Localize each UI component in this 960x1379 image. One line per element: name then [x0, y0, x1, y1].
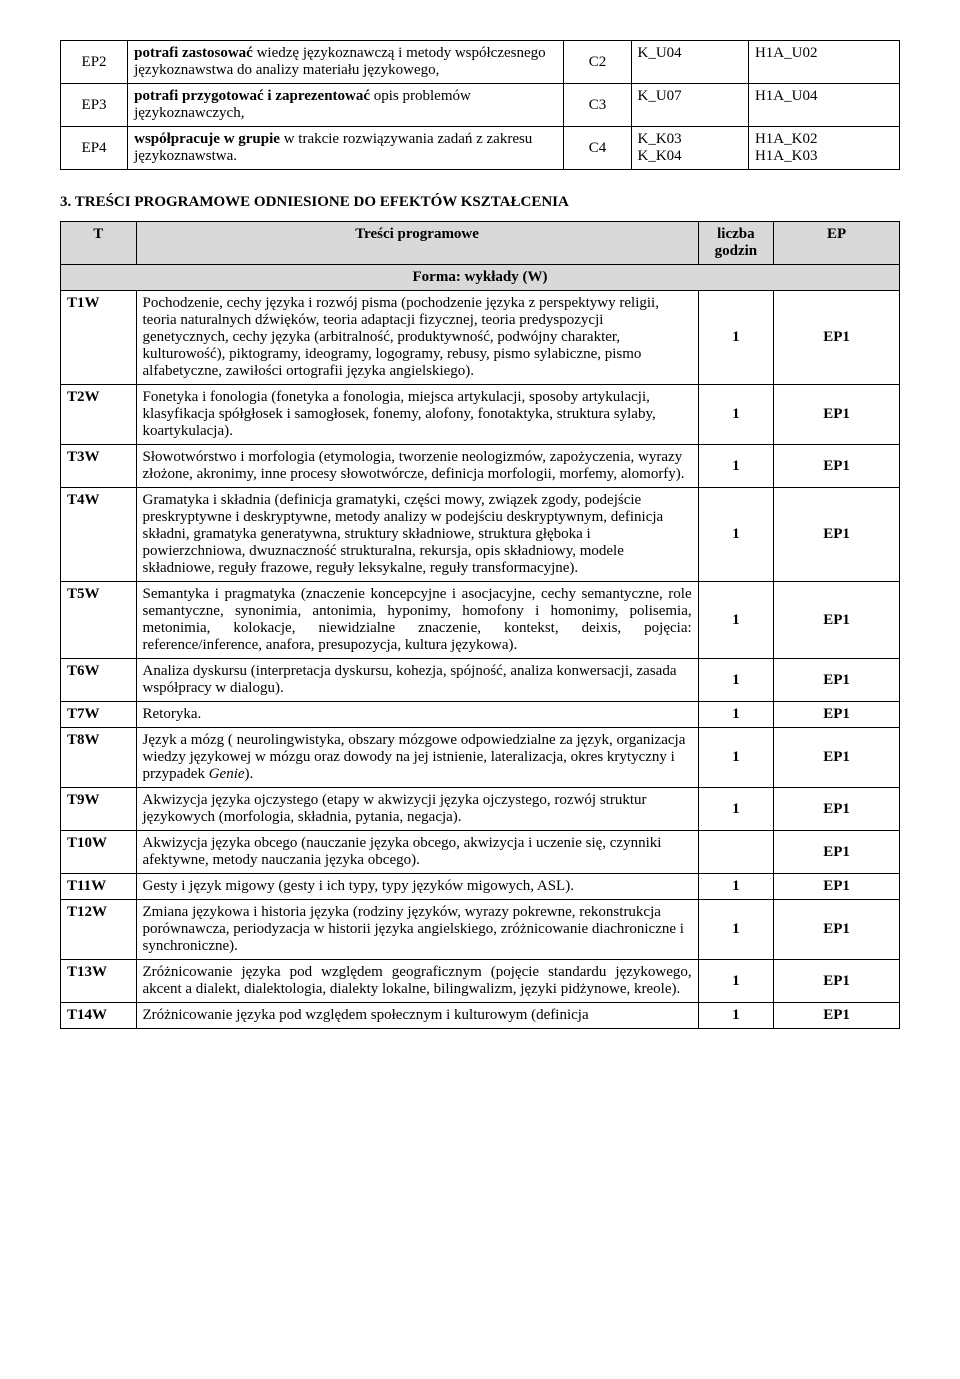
content-row-desc: Język a mózg ( neurolingwistyka, obszary…: [136, 728, 698, 788]
effects-table: EP2potrafi zastosować wiedzę językoznawc…: [60, 40, 900, 170]
tresci-header: Treści programowe: [136, 222, 698, 265]
content-row-code: T13W: [61, 960, 137, 1003]
content-row-ep: EP1: [774, 488, 900, 582]
content-row-ep: EP1: [774, 874, 900, 900]
content-row-ep: EP1: [774, 900, 900, 960]
content-row-code: T12W: [61, 900, 137, 960]
effect-description: potrafi zastosować wiedzę językoznawczą …: [128, 41, 564, 84]
content-row-desc: Zróżnicowanie języka pod względem geogra…: [136, 960, 698, 1003]
content-row-code: T3W: [61, 445, 137, 488]
t-header: T: [61, 222, 137, 265]
effect-h-code: H1A_K02 H1A_K03: [748, 127, 899, 170]
effect-code: EP4: [61, 127, 128, 170]
effect-description: współpracuje w grupie w trakcie rozwiązy…: [128, 127, 564, 170]
effect-c-code: C3: [564, 84, 631, 127]
content-row-code: T4W: [61, 488, 137, 582]
content-row-desc: Analiza dyskursu (interpretacja dyskursu…: [136, 659, 698, 702]
effect-k-code: K_K03 K_K04: [631, 127, 748, 170]
content-row-hours: 1: [698, 960, 774, 1003]
liczba-header: liczba godzin: [698, 222, 774, 265]
content-row-hours: 1: [698, 788, 774, 831]
content-row-desc: Akwizycja języka ojczystego (etapy w akw…: [136, 788, 698, 831]
section-3-heading: 3. TREŚCI PROGRAMOWE ODNIESIONE DO EFEKT…: [60, 194, 900, 211]
content-row-hours: 1: [698, 659, 774, 702]
content-row-desc: Gesty i język migowy (gesty i ich typy, …: [136, 874, 698, 900]
content-row-code: T5W: [61, 582, 137, 659]
content-row-desc: Retoryka.: [136, 702, 698, 728]
content-row-hours: 1: [698, 1003, 774, 1029]
effect-h-code: H1A_U02: [748, 41, 899, 84]
content-row-hours: 1: [698, 702, 774, 728]
content-row-desc: Słowotwórstwo i morfologia (etymologia, …: [136, 445, 698, 488]
form-row: Forma: wykłady (W): [61, 265, 900, 291]
content-row-ep: EP1: [774, 1003, 900, 1029]
content-row-desc: Zmiana językowa i historia języka (rodzi…: [136, 900, 698, 960]
content-row-code: T7W: [61, 702, 137, 728]
effect-k-code: K_U04: [631, 41, 748, 84]
content-row-code: T2W: [61, 385, 137, 445]
effect-code: EP2: [61, 41, 128, 84]
content-row-code: T1W: [61, 291, 137, 385]
effect-c-code: C2: [564, 41, 631, 84]
effect-code: EP3: [61, 84, 128, 127]
content-row-code: T9W: [61, 788, 137, 831]
content-row-ep: EP1: [774, 831, 900, 874]
content-table: TTreści programoweliczba godzinEPForma: …: [60, 221, 900, 1029]
content-row-desc: Akwizycja języka obcego (nauczanie język…: [136, 831, 698, 874]
content-row-desc: Semantyka i pragmatyka (znaczenie koncep…: [136, 582, 698, 659]
content-row-code: T6W: [61, 659, 137, 702]
content-row-ep: EP1: [774, 702, 900, 728]
content-row-hours: 1: [698, 385, 774, 445]
content-row-hours: 1: [698, 728, 774, 788]
content-row-code: T11W: [61, 874, 137, 900]
content-row-hours: 1: [698, 445, 774, 488]
content-row-code: T8W: [61, 728, 137, 788]
content-row-desc: Fonetyka i fonologia (fonetyka a fonolog…: [136, 385, 698, 445]
content-row-ep: EP1: [774, 445, 900, 488]
content-row-hours: 1: [698, 874, 774, 900]
content-row-ep: EP1: [774, 960, 900, 1003]
content-row-ep: EP1: [774, 728, 900, 788]
content-row-ep: EP1: [774, 291, 900, 385]
content-row-code: T10W: [61, 831, 137, 874]
content-row-ep: EP1: [774, 788, 900, 831]
effect-description: potrafi przygotować i zaprezentować opis…: [128, 84, 564, 127]
effect-c-code: C4: [564, 127, 631, 170]
content-row-hours: 1: [698, 900, 774, 960]
content-row-hours: 1: [698, 291, 774, 385]
content-row-ep: EP1: [774, 659, 900, 702]
effect-h-code: H1A_U04: [748, 84, 899, 127]
content-row-ep: EP1: [774, 385, 900, 445]
content-row-hours: 1: [698, 488, 774, 582]
ep-header: EP: [774, 222, 900, 265]
content-row-code: T14W: [61, 1003, 137, 1029]
content-row-desc: Zróżnicowanie języka pod względem społec…: [136, 1003, 698, 1029]
content-row-hours: 1: [698, 582, 774, 659]
content-row-desc: Gramatyka i składnia (definicja gramatyk…: [136, 488, 698, 582]
content-row-ep: EP1: [774, 582, 900, 659]
content-row-desc: Pochodzenie, cechy języka i rozwój pisma…: [136, 291, 698, 385]
content-row-hours: [698, 831, 774, 874]
effect-k-code: K_U07: [631, 84, 748, 127]
